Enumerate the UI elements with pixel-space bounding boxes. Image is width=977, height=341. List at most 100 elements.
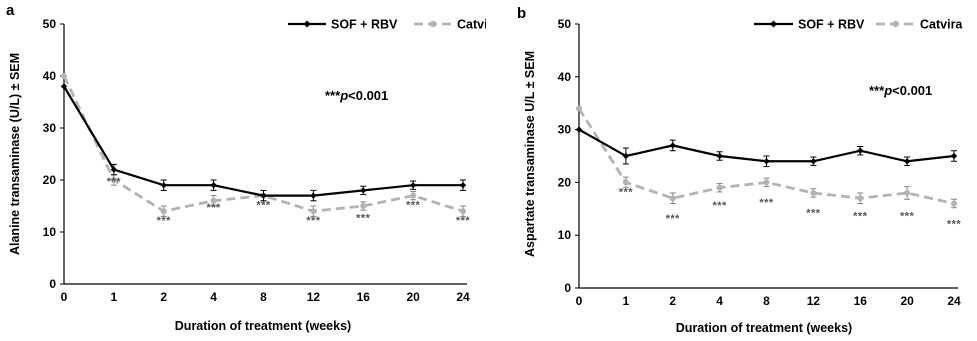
data-point-catvira — [61, 73, 67, 79]
data-point-sof-rbv — [409, 182, 417, 189]
x-tick-label: 24 — [947, 294, 961, 308]
data-point-sof-rbv — [260, 192, 267, 199]
x-tick-label: 20 — [900, 294, 914, 308]
x-tick-label: 0 — [576, 294, 583, 308]
significance-stars: *** — [356, 213, 371, 225]
x-tick-label: 16 — [854, 294, 868, 308]
series-line-sof-rbv — [63, 85, 463, 197]
y-tick-label: 30 — [43, 121, 57, 135]
panel-letter: a — [6, 2, 15, 19]
x-tick-label: 20 — [406, 290, 420, 304]
x-tick-label: 2 — [669, 294, 676, 308]
data-point-catvira — [716, 184, 723, 191]
x-tick-label: 1 — [623, 294, 630, 308]
x-tick-label: 1 — [111, 290, 118, 304]
data-point-catvira — [951, 200, 957, 207]
legend-label-catvira: Catvira — [920, 18, 963, 32]
data-point-sof-rbv — [459, 182, 467, 189]
x-tick-label: 8 — [260, 290, 267, 304]
significance-stars: *** — [759, 197, 774, 209]
significance-label: ***p<0.001 — [325, 88, 388, 103]
data-point-sof-rbv — [950, 152, 958, 160]
y-tick-label: 0 — [564, 281, 571, 295]
data-point-sof-rbv — [60, 83, 68, 90]
legend-marker-catvira — [892, 20, 899, 28]
significance-stars: *** — [256, 200, 271, 212]
data-point-sof-rbv — [810, 158, 817, 165]
data-point-catvira — [622, 179, 629, 186]
significance-label: ***p<0.001 — [869, 83, 932, 98]
significance-stars: *** — [806, 208, 821, 220]
data-point-sof-rbv — [669, 142, 676, 149]
significance-stars: *** — [900, 210, 915, 222]
data-point-catvira — [669, 195, 676, 202]
data-point-sof-rbv — [903, 158, 911, 165]
significance-stars: *** — [107, 176, 122, 188]
data-point-sof-rbv — [575, 126, 583, 133]
data-point-catvira — [460, 208, 466, 215]
significance-stars: *** — [947, 218, 962, 230]
data-point-catvira — [410, 192, 417, 199]
x-tick-label: 4 — [716, 294, 723, 308]
x-axis-title: Duration of treatment (weeks) — [676, 321, 852, 335]
chart-panel-b: b 0 10 20 30 40 50 0 1 2 4 8 12 16 20 24 Duration of tre… — [513, 0, 977, 341]
legend-label-sof-rbv: SOF + RBV — [798, 18, 865, 32]
data-point-sof-rbv — [110, 166, 118, 173]
legend-label-sof-rbv: SOF + RBV — [331, 18, 398, 32]
data-point-sof-rbv — [763, 158, 770, 165]
significance-stars: *** — [456, 215, 471, 227]
data-point-catvira — [310, 208, 317, 215]
data-point-catvira — [110, 177, 117, 183]
significance-stars: *** — [712, 200, 727, 212]
x-axis-title: Duration of treatment (weeks) — [175, 319, 351, 333]
y-tick-label: 50 — [43, 17, 57, 31]
legend-label-catvira: Catvira — [457, 18, 486, 32]
chart-panel-a: a 0 10 20 30 40 50 0 1 2 4 8 12 16 20 24 Duration of tre… — [0, 0, 486, 341]
significance-stars: *** — [157, 215, 172, 227]
y-tick-label: 40 — [43, 69, 57, 83]
y-tick-label: 20 — [43, 173, 57, 187]
legend-marker-sof-rbv — [303, 20, 311, 28]
x-tick-label: 8 — [763, 294, 770, 308]
x-tick-label: 12 — [307, 290, 321, 304]
significance-stars: *** — [306, 215, 321, 227]
series-line-catvira — [62, 75, 464, 213]
y-tick-label: 0 — [49, 277, 56, 291]
x-tick-label: 24 — [456, 290, 470, 304]
y-tick-label: 20 — [558, 175, 572, 189]
significance-stars: *** — [853, 210, 868, 222]
data-point-sof-rbv — [360, 187, 367, 194]
y-tick-label: 10 — [43, 225, 57, 239]
x-tick-label: 2 — [160, 290, 167, 304]
legend-marker-sof-rbv — [770, 20, 777, 28]
data-point-sof-rbv — [210, 182, 217, 189]
y-axis-title: Aspartate transaminase U/L ± SEM — [523, 51, 537, 257]
data-point-catvira — [210, 197, 217, 204]
data-point-sof-rbv — [857, 147, 864, 154]
x-tick-label: 4 — [210, 290, 217, 304]
y-tick-label: 30 — [558, 123, 572, 137]
significance-stars: *** — [406, 200, 421, 212]
data-point-sof-rbv — [310, 192, 317, 199]
y-tick-label: 40 — [558, 70, 572, 84]
x-tick-label: 16 — [357, 290, 371, 304]
y-tick-label: 10 — [558, 228, 572, 242]
data-point-catvira — [763, 179, 770, 186]
data-point-catvira — [160, 208, 167, 215]
significance-stars: *** — [666, 213, 681, 225]
data-point-sof-rbv — [716, 152, 723, 160]
x-tick-label: 12 — [807, 294, 821, 308]
legend-marker-catvira — [429, 20, 437, 28]
x-tick-label: 0 — [61, 290, 68, 304]
data-point-catvira — [810, 189, 817, 196]
data-point-sof-rbv — [160, 182, 167, 189]
data-point-catvira — [360, 203, 367, 209]
y-tick-label: 50 — [558, 17, 572, 31]
significance-stars: *** — [619, 187, 634, 199]
y-axis-title: Alanine transaminase (U/L) ± SEM — [8, 53, 22, 255]
data-point-sof-rbv — [622, 152, 630, 160]
significance-stars: *** — [206, 202, 221, 214]
data-point-catvira — [904, 189, 911, 196]
